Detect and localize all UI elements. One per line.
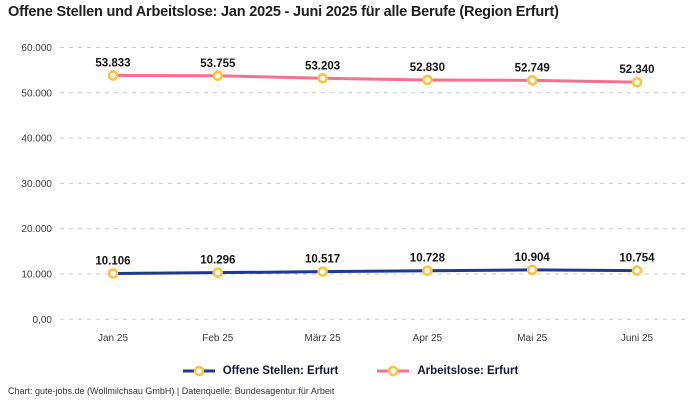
data-point-marker (107, 268, 119, 279)
y-axis-tick-label: 20.000 (21, 224, 52, 235)
chart-source-footer: Chart: gute-jobs.de (Wollmilchsau GmbH) … (8, 386, 335, 396)
x-axis-tick-label: Juni 25 (621, 333, 654, 344)
data-point-marker (107, 70, 119, 81)
series-line (111, 73, 639, 84)
data-point-label: 10.517 (305, 254, 340, 266)
legend-item-arbeitslose[interactable]: Arbeitslose: Erfurt (376, 365, 518, 377)
line-chart-plot-area: 60.000 50.000 40.000 30.000 20.000 10.000 0,00… (21, 43, 690, 344)
data-point-marker (631, 76, 643, 88)
data-point-marker (631, 265, 643, 276)
y-axis-tick-label: 50.000 (21, 88, 52, 99)
series-line (111, 268, 639, 276)
x-axis-tick-label: Mai 25 (517, 333, 547, 344)
x-axis-tick-label: Feb 25 (202, 333, 234, 344)
y-axis-tick-label: 30.000 (21, 179, 52, 190)
legend-label-offene-stellen: Offene Stellen: Erfurt (222, 365, 339, 377)
y-axis-tick-label: 60.000 (21, 43, 52, 54)
data-point-marker (212, 70, 224, 82)
data-point-label: 53.833 (95, 57, 130, 69)
data-point-label: 53.755 (200, 58, 236, 70)
data-point-marker (422, 265, 433, 277)
data-point-marker (422, 74, 433, 86)
data-point-marker (317, 72, 328, 84)
data-point-marker (317, 266, 328, 277)
data-point-marker (526, 264, 538, 276)
y-axis-tick-label: 10.000 (21, 270, 52, 281)
y-axis-tick-label: 0,00 (33, 315, 53, 326)
data-point-label: 52.749 (515, 62, 550, 74)
arbeitslose-line-marker-icon (377, 365, 410, 377)
legend-label-arbeitslose: Arbeitslose: Erfurt (417, 365, 519, 377)
y-axis-tick-label: 40.000 (21, 134, 52, 145)
data-point-label: 10.296 (200, 255, 235, 267)
x-axis-tick-label: Jan 25 (98, 333, 128, 344)
chart-title: Offene Stellen und Arbeitslose: Jan 2025… (8, 4, 559, 20)
data-point-marker (526, 75, 538, 86)
x-axis-tick-label: Apr 25 (413, 333, 443, 344)
data-point-label: 10.728 (410, 253, 446, 265)
data-point-label: 52.830 (410, 62, 445, 74)
chart-legend: Offene Stellen: Erfurt Arbeitslose: Erfu… (0, 360, 700, 382)
data-point-label: 10.904 (515, 252, 551, 264)
data-point-label: 52.340 (619, 64, 654, 76)
data-point-marker (212, 267, 224, 278)
legend-item-offene-stellen[interactable]: Offene Stellen: Erfurt (182, 365, 339, 377)
data-point-label: 53.203 (305, 60, 340, 72)
data-point-label: 10.106 (95, 256, 130, 268)
data-point-label: 10.754 (619, 253, 655, 265)
offene-stellen-line-marker-icon (182, 365, 215, 377)
x-axis-tick-label: März 25 (305, 333, 342, 344)
